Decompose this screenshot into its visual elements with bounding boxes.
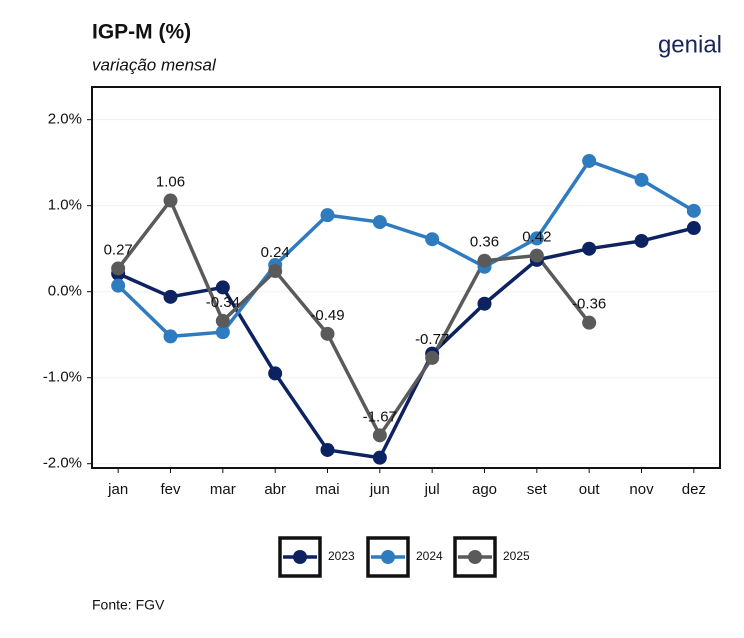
data-point xyxy=(111,278,126,293)
legend-label: 2025 xyxy=(503,549,530,563)
data-point xyxy=(163,193,178,208)
data-point xyxy=(634,233,649,248)
data-point xyxy=(372,450,387,465)
data-label: 0.42 xyxy=(522,229,551,246)
data-point xyxy=(163,329,178,344)
x-tick-label: jun xyxy=(369,481,390,498)
legend-dot xyxy=(468,550,482,564)
x-tick-label: mar xyxy=(210,481,236,498)
data-point xyxy=(477,296,492,311)
data-label: 0.36 xyxy=(470,234,499,251)
x-tick-label: ago xyxy=(472,481,497,498)
x-tick-label: dez xyxy=(682,481,706,498)
data-point xyxy=(686,221,701,236)
data-point xyxy=(268,366,283,381)
data-label: 0.24 xyxy=(261,244,290,261)
y-tick-label: -1.0% xyxy=(43,369,82,386)
legend-dot xyxy=(293,550,307,564)
y-tick-label: 0.0% xyxy=(48,283,82,300)
legend-label: 2024 xyxy=(416,549,443,563)
data-point xyxy=(686,203,701,218)
data-point xyxy=(372,428,387,443)
x-tick-label: mai xyxy=(315,481,339,498)
x-tick-label: set xyxy=(527,481,548,498)
data-point xyxy=(582,153,597,168)
y-tick-label: 1.0% xyxy=(48,197,82,214)
data-point xyxy=(111,261,126,276)
data-label: 1.06 xyxy=(156,173,185,190)
data-label: -1.67 xyxy=(363,408,397,425)
data-point xyxy=(320,326,335,341)
x-tick-label: abr xyxy=(264,481,286,498)
data-label: -0.36 xyxy=(572,296,606,313)
x-tick-label: jul xyxy=(424,481,440,498)
data-point xyxy=(582,315,597,330)
x-tick-label: out xyxy=(579,481,601,498)
series-line xyxy=(117,226,695,460)
series-line xyxy=(116,158,695,339)
data-point xyxy=(425,350,440,365)
x-tick-label: fev xyxy=(160,481,181,498)
data-point xyxy=(372,215,387,230)
data-point xyxy=(529,248,544,263)
chart-title: IGP-M (%) xyxy=(92,21,191,44)
y-tick-label: -2.0% xyxy=(43,455,82,472)
data-label: 0.27 xyxy=(104,241,133,258)
logo: genial xyxy=(658,31,722,58)
data-point xyxy=(215,280,230,295)
data-label: -0.49 xyxy=(310,307,344,324)
legend-dot xyxy=(381,550,395,564)
data-label: -0.34 xyxy=(206,294,240,311)
data-point xyxy=(163,289,178,304)
source: Fonte: FGV xyxy=(92,597,165,613)
plot-border xyxy=(91,86,721,469)
data-point xyxy=(477,253,492,268)
data-point xyxy=(320,442,335,457)
data-point xyxy=(215,313,230,328)
data-point xyxy=(582,241,597,256)
data-point xyxy=(529,231,544,246)
x-tick-label: nov xyxy=(629,481,654,498)
x-tick-label: jan xyxy=(107,481,128,498)
legend-label: 2023 xyxy=(328,549,355,563)
data-point xyxy=(320,208,335,223)
chart-subtitle: variação mensal xyxy=(92,55,217,74)
data-point xyxy=(215,325,230,340)
data-label: -0.77 xyxy=(415,331,449,348)
data-point xyxy=(425,232,440,247)
y-tick-label: 2.0% xyxy=(48,111,82,128)
data-point xyxy=(268,264,283,279)
series-line xyxy=(116,197,591,439)
data-point xyxy=(634,172,649,187)
